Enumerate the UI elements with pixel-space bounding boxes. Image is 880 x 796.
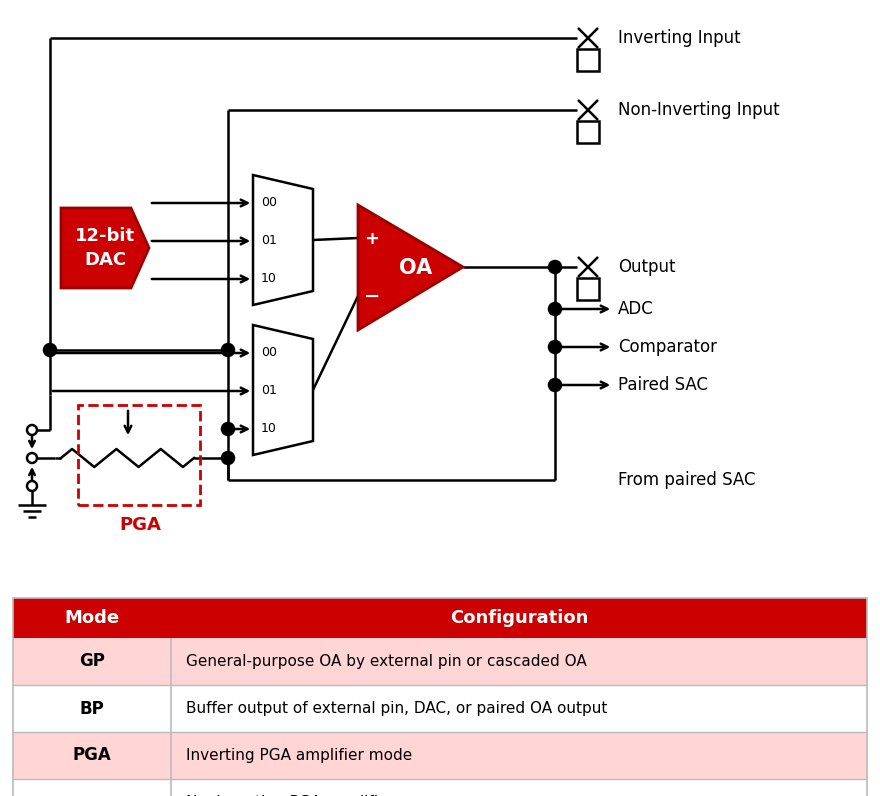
Circle shape	[27, 425, 37, 435]
Bar	[13, 779, 867, 796]
Text: 12-bit
DAC: 12-bit DAC	[75, 227, 135, 269]
Bar	[13, 598, 867, 796]
Text: Non-Inverting Input: Non-Inverting Input	[618, 101, 780, 119]
Text: Inverting PGA amplifier mode: Inverting PGA amplifier mode	[186, 748, 412, 763]
Polygon shape	[253, 325, 313, 455]
Circle shape	[27, 481, 37, 491]
Polygon shape	[61, 208, 149, 288]
Text: Paired SAC: Paired SAC	[618, 376, 708, 394]
Bar	[13, 598, 867, 638]
Bar	[13, 685, 867, 732]
Text: PGA: PGA	[73, 747, 112, 764]
Circle shape	[27, 453, 37, 463]
Circle shape	[549, 379, 561, 391]
Text: Output: Output	[618, 258, 676, 276]
Text: BP: BP	[79, 700, 105, 717]
Text: 01: 01	[261, 384, 277, 397]
Text: 10: 10	[261, 272, 277, 286]
Polygon shape	[358, 205, 463, 330]
Bar	[78, 405, 200, 505]
Text: ADC: ADC	[618, 300, 654, 318]
Text: General-purpose OA by external pin or cascaded OA: General-purpose OA by external pin or ca…	[186, 654, 587, 669]
Circle shape	[222, 452, 234, 464]
Bar	[577, 278, 599, 300]
Text: Buffer output of external pin, DAC, or paired OA output: Buffer output of external pin, DAC, or p…	[186, 701, 607, 716]
Text: Comparator: Comparator	[618, 338, 717, 356]
Text: 01: 01	[261, 235, 277, 248]
Text: 00: 00	[261, 197, 277, 209]
Bar	[13, 732, 867, 779]
Circle shape	[549, 341, 561, 353]
Bar	[13, 638, 867, 685]
Circle shape	[549, 303, 561, 315]
Bar	[577, 121, 599, 143]
Text: From paired SAC: From paired SAC	[618, 471, 756, 489]
Text: Mode: Mode	[64, 609, 120, 627]
Text: 00: 00	[261, 346, 277, 360]
Circle shape	[549, 261, 561, 273]
Text: OA: OA	[400, 257, 432, 278]
Circle shape	[222, 344, 234, 356]
Text: Configuration: Configuration	[450, 609, 588, 627]
Text: Inverting Input: Inverting Input	[618, 29, 741, 47]
Text: PGA: PGA	[119, 516, 161, 534]
Text: 10: 10	[261, 423, 277, 435]
Text: −: −	[363, 287, 380, 306]
Text: Noninverting PGA amplifier: Noninverting PGA amplifier	[186, 795, 394, 796]
Bar	[577, 49, 599, 71]
Text: GP: GP	[79, 653, 105, 670]
Text: +: +	[364, 230, 379, 248]
Polygon shape	[253, 175, 313, 305]
Circle shape	[44, 344, 56, 356]
Circle shape	[222, 423, 234, 435]
